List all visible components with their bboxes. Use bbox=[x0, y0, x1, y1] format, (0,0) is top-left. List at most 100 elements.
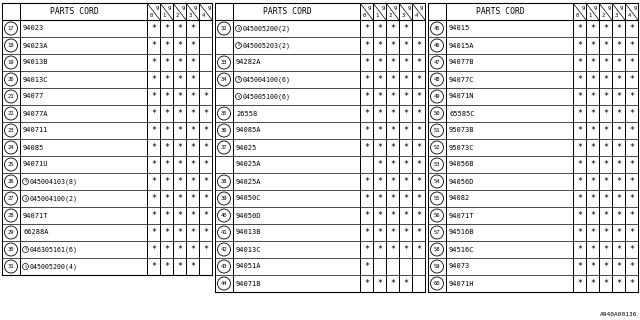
Text: 0: 0 bbox=[149, 13, 152, 18]
Text: *: * bbox=[177, 211, 182, 220]
Text: 94015: 94015 bbox=[449, 26, 470, 31]
Text: 40: 40 bbox=[221, 213, 227, 218]
Text: *: * bbox=[203, 177, 208, 186]
Text: *: * bbox=[629, 75, 634, 84]
Text: 94013B: 94013B bbox=[236, 229, 262, 236]
Text: 94056D: 94056D bbox=[449, 179, 474, 185]
Text: PARTS CORD: PARTS CORD bbox=[50, 7, 99, 16]
Text: *: * bbox=[390, 279, 395, 288]
Text: *: * bbox=[203, 228, 208, 237]
Text: *: * bbox=[403, 126, 408, 135]
Text: 37: 37 bbox=[221, 145, 227, 150]
Text: *: * bbox=[629, 126, 634, 135]
Text: *: * bbox=[151, 58, 156, 67]
Text: *: * bbox=[603, 262, 608, 271]
Text: 43: 43 bbox=[221, 264, 227, 269]
Text: 9: 9 bbox=[368, 6, 371, 11]
Text: *: * bbox=[377, 92, 382, 101]
Text: 38: 38 bbox=[221, 179, 227, 184]
Text: 2: 2 bbox=[388, 13, 392, 18]
Text: *: * bbox=[190, 160, 195, 169]
Text: 30: 30 bbox=[8, 247, 14, 252]
Text: 36: 36 bbox=[221, 128, 227, 133]
Text: *: * bbox=[364, 92, 369, 101]
Text: 57: 57 bbox=[434, 230, 440, 235]
Text: *: * bbox=[403, 24, 408, 33]
Text: *: * bbox=[403, 58, 408, 67]
Text: *: * bbox=[364, 228, 369, 237]
Text: 1: 1 bbox=[375, 13, 378, 18]
Text: *: * bbox=[616, 211, 621, 220]
Text: 41: 41 bbox=[221, 230, 227, 235]
Text: 50: 50 bbox=[434, 111, 440, 116]
Text: 95073C: 95073C bbox=[449, 145, 474, 150]
Text: *: * bbox=[616, 160, 621, 169]
Text: *: * bbox=[190, 262, 195, 271]
Text: *: * bbox=[577, 75, 582, 84]
Text: *: * bbox=[364, 126, 369, 135]
Text: 35: 35 bbox=[221, 111, 227, 116]
Text: 47: 47 bbox=[434, 60, 440, 65]
Text: *: * bbox=[377, 126, 382, 135]
Text: *: * bbox=[203, 109, 208, 118]
Text: *: * bbox=[364, 262, 369, 271]
Text: *: * bbox=[390, 24, 395, 33]
Text: *: * bbox=[377, 160, 382, 169]
Text: *: * bbox=[629, 160, 634, 169]
Text: 94077B: 94077B bbox=[449, 60, 474, 66]
Text: 94516C: 94516C bbox=[449, 246, 474, 252]
Text: 25: 25 bbox=[8, 162, 14, 167]
Text: 94071U: 94071U bbox=[23, 162, 49, 167]
Text: *: * bbox=[590, 245, 595, 254]
Text: 94071T: 94071T bbox=[23, 212, 49, 219]
Text: *: * bbox=[603, 126, 608, 135]
Text: *: * bbox=[177, 177, 182, 186]
Text: 0: 0 bbox=[362, 13, 365, 18]
Text: 3: 3 bbox=[188, 13, 191, 18]
Text: *: * bbox=[164, 245, 169, 254]
Text: *: * bbox=[603, 24, 608, 33]
Text: *: * bbox=[364, 143, 369, 152]
Text: *: * bbox=[629, 279, 634, 288]
Text: *: * bbox=[616, 245, 621, 254]
Text: 3: 3 bbox=[614, 13, 618, 18]
Text: *: * bbox=[616, 143, 621, 152]
Text: *: * bbox=[603, 177, 608, 186]
Text: *: * bbox=[177, 160, 182, 169]
Text: 94051A: 94051A bbox=[236, 263, 262, 269]
Text: *: * bbox=[377, 177, 382, 186]
Text: *: * bbox=[377, 24, 382, 33]
Text: *: * bbox=[603, 92, 608, 101]
Text: 94282A: 94282A bbox=[236, 60, 262, 66]
Text: 9: 9 bbox=[394, 6, 397, 11]
Text: *: * bbox=[203, 143, 208, 152]
Text: *: * bbox=[590, 92, 595, 101]
Text: 52: 52 bbox=[434, 145, 440, 150]
Text: *: * bbox=[364, 24, 369, 33]
Text: 045004103(8): 045004103(8) bbox=[29, 178, 77, 185]
Text: *: * bbox=[190, 245, 195, 254]
Text: 94023: 94023 bbox=[23, 26, 44, 31]
Text: *: * bbox=[403, 143, 408, 152]
Text: *: * bbox=[577, 143, 582, 152]
Text: *: * bbox=[151, 126, 156, 135]
Text: *: * bbox=[629, 41, 634, 50]
Text: 940711: 940711 bbox=[23, 127, 49, 133]
Text: *: * bbox=[577, 41, 582, 50]
Text: S: S bbox=[237, 44, 240, 47]
Text: *: * bbox=[164, 160, 169, 169]
Text: *: * bbox=[151, 160, 156, 169]
Text: 9: 9 bbox=[407, 6, 410, 11]
Text: *: * bbox=[151, 41, 156, 50]
Text: *: * bbox=[403, 245, 408, 254]
Text: *: * bbox=[629, 24, 634, 33]
Text: *: * bbox=[577, 177, 582, 186]
Text: *: * bbox=[590, 75, 595, 84]
Text: *: * bbox=[151, 75, 156, 84]
Text: S: S bbox=[24, 247, 27, 252]
Text: 9: 9 bbox=[420, 6, 424, 11]
Text: 94025A: 94025A bbox=[236, 162, 262, 167]
Text: *: * bbox=[629, 194, 634, 203]
Text: S: S bbox=[24, 180, 27, 183]
Text: *: * bbox=[403, 109, 408, 118]
